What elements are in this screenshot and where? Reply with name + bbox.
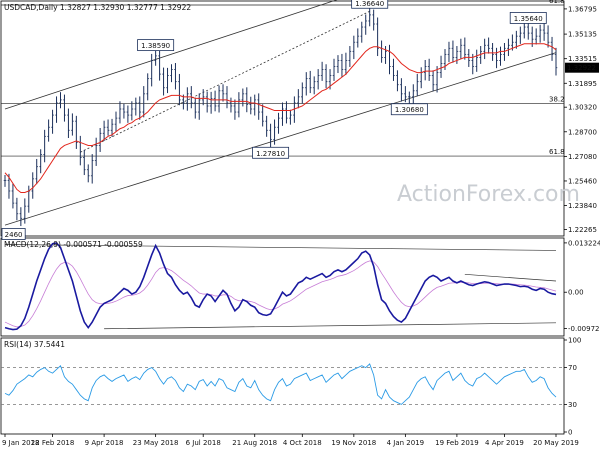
channel-lower — [4, 52, 557, 226]
rsi-axis: 100 70 30 0 — [564, 337, 581, 437]
symbol-label: USDCAD,Daily 1.32827 1.32930 1.32777 1.3… — [4, 3, 191, 12]
price-tick-label-3: 1.31895 — [568, 80, 597, 88]
rsi-tick-label-1: 70 — [568, 364, 577, 372]
price-tick-label-8: 1.23840 — [568, 202, 597, 210]
x-tick-label-11: 20 May 2019 — [533, 439, 579, 447]
annotation-box-2 — [509, 12, 547, 24]
ma-line — [4, 43, 557, 193]
macd-upper-line — [4, 244, 557, 251]
price-tick-label-0: 1.36795 — [568, 5, 597, 13]
rsi-tick-label-3: 0 — [568, 429, 572, 437]
rsi-lines — [1, 363, 564, 405]
rsi-tick-label-2: 30 — [568, 401, 577, 409]
x-tick-label-9: 19 Feb 2019 — [435, 439, 479, 447]
annotation-box-4 — [252, 146, 290, 159]
annotation-label-5: 2460 — [5, 231, 23, 239]
x-tick-label-1: 22 Feb 2018 — [31, 439, 75, 447]
fib-label-2: 61.8 — [549, 148, 565, 156]
trend-channel — [4, 0, 557, 226]
fib-label-1: 38.2 — [549, 96, 565, 104]
macd-lower-line — [104, 322, 557, 330]
rsi-panel-frame — [0, 337, 565, 435]
price-tick-label-9: 1.22265 — [568, 226, 597, 234]
dotted-trendline — [80, 10, 370, 153]
current-price-label: 1.32922 — [567, 64, 596, 72]
annotation-box-1 — [351, 0, 389, 9]
annotation-box-0 — [137, 39, 175, 52]
x-tick-label-8: 4 Jan 2019 — [387, 439, 425, 447]
macd-lines — [4, 242, 557, 331]
moving-average — [4, 43, 557, 193]
price-tick-label-7: 1.25460 — [568, 177, 597, 185]
price-annotations: 1.38590 1.36640 1.35640 1.30680 1.27810 2460 — [1, 0, 547, 240]
rsi-line — [4, 363, 557, 405]
channel-upper — [4, 0, 338, 110]
price-axis: 1.36795 1.35135 1.33515 1.31895 1.30320 1.287… — [564, 5, 599, 234]
price-tick-label-4: 1.30320 — [568, 104, 597, 112]
x-tick-label-7: 19 Nov 2018 — [331, 439, 376, 447]
watermark: ActionForex.com — [397, 182, 580, 207]
price-tick-label-1: 1.35135 — [568, 31, 597, 39]
x-tick-label-2: 9 Apr 2018 — [85, 439, 124, 447]
annotation-label-0: 1.38590 — [141, 42, 170, 50]
price-tick-label-5: 1.28700 — [568, 128, 597, 136]
annotation-label-3: 1.30680 — [395, 106, 424, 114]
macd-line — [4, 242, 557, 331]
annotation-label-2: 1.35640 — [514, 15, 543, 23]
macd-tick-label-0: 0.013224 — [568, 239, 600, 247]
x-tick-label-3: 23 May 2018 — [133, 439, 179, 447]
x-tick-label-0: 9 Jan 2018 — [2, 439, 40, 447]
macd-panel-frame — [0, 237, 565, 337]
price-tick-label-2: 1.33515 — [568, 55, 597, 63]
x-tick-label-4: 6 Jul 2018 — [186, 439, 221, 447]
price-tick-label-6: 1.27080 — [568, 153, 597, 161]
annotation-box-5 — [1, 228, 26, 240]
x-tick-label-10: 4 Apr 2019 — [485, 439, 524, 447]
rsi-tick-label-0: 100 — [568, 337, 581, 345]
rsi-label: RSI(14) 37.5441 — [4, 340, 65, 349]
macd-short-trend — [464, 273, 557, 282]
macd-label: MACD(12,26,9) -0.000571 -0.000559 — [4, 240, 143, 249]
fib-label-0: 61.8 — [549, 0, 565, 5]
price-bars — [3, 7, 558, 227]
macd-tick-label-1: 0.00 — [568, 289, 584, 297]
current-price-box — [565, 62, 599, 73]
annotation-box-3 — [390, 103, 428, 116]
annotation-label-1: 1.36640 — [355, 0, 384, 8]
annotation-label-4: 1.27810 — [256, 150, 285, 158]
x-tick-label-6: 4 Oct 2018 — [283, 439, 322, 447]
x-tick-label-5: 21 Aug 2018 — [232, 439, 277, 447]
